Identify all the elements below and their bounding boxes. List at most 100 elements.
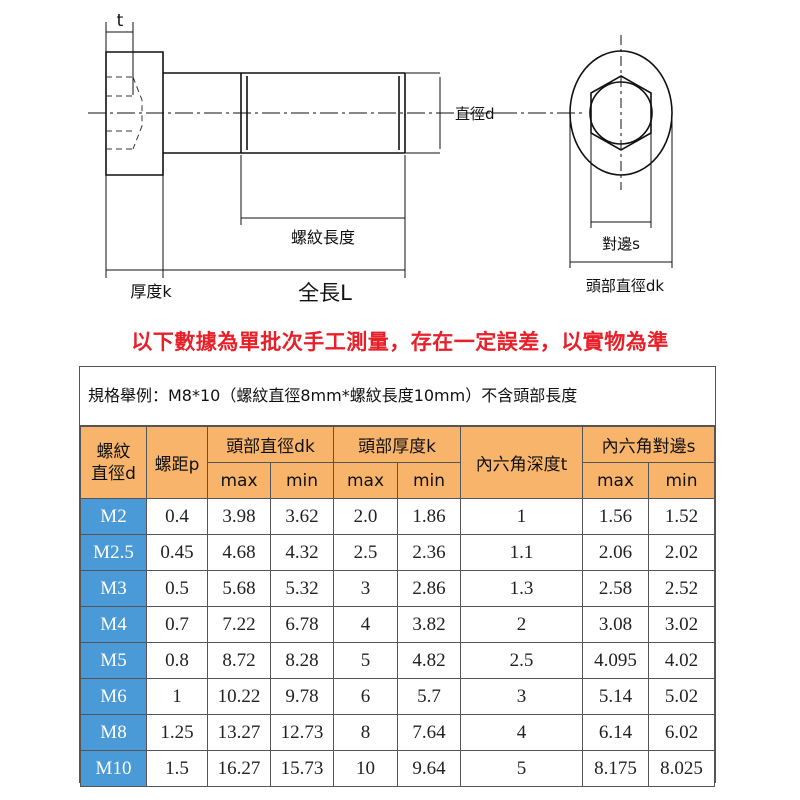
table-cell: 9.78	[269, 678, 335, 715]
table-cell: 3.62	[269, 498, 335, 535]
table-row: M2 0.4 3.98 3.62 2.0 1.86 1 1.56 1.52	[80, 498, 715, 535]
spec-cell: M6	[80, 678, 147, 715]
table-row: M2.5 0.45 4.68 4.32 2.5 2.36 1.1 2.06 2.02	[80, 534, 715, 571]
table-cell: 5.32	[269, 570, 335, 607]
table-cell: 0.4	[146, 498, 208, 535]
table-cell: 5.14	[582, 678, 650, 715]
table-caption: 規格舉例：M8*10（螺紋直徑8mm*螺紋長度10mm）不含頭部長度	[80, 367, 715, 426]
table-cell: 4	[333, 606, 399, 643]
table-cell: 3.08	[582, 606, 650, 643]
spec-cell: M8	[80, 714, 147, 751]
table-cell: 2.0	[333, 498, 399, 535]
table-cell: 2.36	[397, 534, 462, 571]
header-max: max	[582, 462, 650, 499]
table-row: M5 0.8 8.72 8.28 5 4.82 2.5 4.095 4.02	[80, 642, 715, 679]
table-cell: 2.02	[648, 534, 715, 571]
spec-cell: M2.5	[80, 534, 147, 571]
table-cell: 2.5	[460, 642, 584, 679]
table-cell: 13.27	[207, 714, 271, 751]
table-cell: 1.52	[648, 498, 715, 535]
table-cell: 3.02	[648, 606, 715, 643]
table-cell: 2.58	[582, 570, 650, 607]
header-min: min	[269, 462, 335, 499]
spec-cell: M3	[80, 570, 147, 607]
table-cell: 8.28	[269, 642, 335, 679]
measurement-notice: 以下數據為單批次手工測量，存在一定誤差，以實物為準	[131, 330, 669, 354]
table-cell: 5.68	[207, 570, 271, 607]
table-body: M2 0.4 3.98 3.62 2.0 1.86 1 1.56 1.52 M2.5 0.45 4.6…	[80, 498, 715, 787]
table-cell: 1	[146, 678, 208, 715]
label-thread-length: 螺紋長度	[291, 228, 355, 247]
table-cell: 4.82	[397, 642, 462, 679]
header-head-diameter: 頭部直徑dk	[206, 426, 335, 463]
table-cell: 5	[333, 642, 399, 679]
table-cell: 8.72	[207, 642, 271, 679]
table-cell: 4.095	[582, 642, 650, 679]
table-cell: 1.5	[146, 750, 208, 787]
table-cell: 0.45	[146, 534, 208, 571]
header-head-thickness: 頭部厚度k	[333, 426, 462, 463]
table-cell: 0.7	[146, 606, 208, 643]
spec-cell: M10	[80, 750, 147, 787]
table-cell: 4.68	[207, 534, 271, 571]
table-cell: 8	[333, 714, 399, 751]
table-cell: 3.98	[207, 498, 271, 535]
table-row: M3 0.5 5.68 5.32 3 2.86 1.3 2.58 2.52	[80, 570, 715, 607]
table-cell: 9.64	[397, 750, 462, 787]
table-cell: 1.1	[460, 534, 584, 571]
table-cell: 1.3	[460, 570, 584, 607]
header-thread-diameter: 螺紋 直徑d	[80, 426, 147, 499]
table-cell: 5	[460, 750, 584, 787]
spec-table: 規格舉例：M8*10（螺紋直徑8mm*螺紋長度10mm）不含頭部長度 螺紋 直徑…	[79, 366, 716, 787]
table-row: M8 1.25 13.27 12.73 8 7.64 4 6.14 6.02	[80, 714, 715, 751]
table-cell: 6	[333, 678, 399, 715]
table-cell: 8.175	[582, 750, 650, 787]
table-cell: 2.86	[397, 570, 462, 607]
table-row: M6 1 10.22 9.78 6 5.7 3 5.14 5.02	[80, 678, 715, 715]
header-thread-diameter-line2: 直徑d	[91, 463, 136, 484]
label-diameter: 直徑d	[455, 105, 495, 123]
table-cell: 6.02	[648, 714, 715, 751]
table-cell: 10	[333, 750, 399, 787]
table-cell: 0.5	[146, 570, 208, 607]
table-row: M10 1.5 16.27 15.73 10 9.64 5 8.175 8.025	[80, 750, 715, 787]
table-cell: 16.27	[207, 750, 271, 787]
table-cell: 2.06	[582, 534, 650, 571]
table-cell: 2.52	[648, 570, 715, 607]
header-min: min	[648, 462, 715, 499]
header-max: max	[207, 462, 271, 499]
table-row: M4 0.7 7.22 6.78 4 3.82 2 3.08 3.02	[80, 606, 715, 643]
table-cell: 3	[460, 678, 584, 715]
table-cell: 4	[460, 714, 584, 751]
header-across-flats: 內六角對邊s	[582, 426, 715, 463]
table-cell: 15.73	[269, 750, 335, 787]
table-cell: 12.73	[269, 714, 335, 751]
table-cell: 1.25	[146, 714, 208, 751]
table-cell: 2.5	[333, 534, 399, 571]
header-max: max	[333, 462, 399, 499]
label-total-length: 全長L	[298, 281, 352, 305]
table-cell: 7.22	[207, 606, 271, 643]
spec-cell: M5	[80, 642, 147, 679]
screw-shank	[163, 72, 242, 154]
screw-thread	[241, 72, 406, 154]
table-cell: 2	[460, 606, 584, 643]
table-cell: 3	[333, 570, 399, 607]
spec-cell: M2	[80, 498, 147, 535]
spec-cell: M4	[80, 606, 147, 643]
label-head-diameter: 頭部直徑dk	[586, 277, 665, 295]
table-cell: 1	[460, 498, 584, 535]
screw-technical-drawing: t 直徑d 螺紋長度 厚度k 全長L 對邊s 頭部直徑dk	[88, 11, 673, 305]
table-cell: 1.56	[582, 498, 650, 535]
table-cell: 5.02	[648, 678, 715, 715]
table-cell: 0.8	[146, 642, 208, 679]
table-cell: 3.82	[397, 606, 462, 643]
header-socket-depth: 內六角深度t	[460, 426, 584, 499]
table-cell: 6.78	[269, 606, 335, 643]
header-min: min	[397, 462, 462, 499]
label-across-flats: 對邊s	[602, 235, 640, 253]
table-cell: 4.02	[648, 642, 715, 679]
table-cell: 8.025	[648, 750, 715, 787]
table-cell: 4.32	[269, 534, 335, 571]
table-cell: 10.22	[207, 678, 271, 715]
